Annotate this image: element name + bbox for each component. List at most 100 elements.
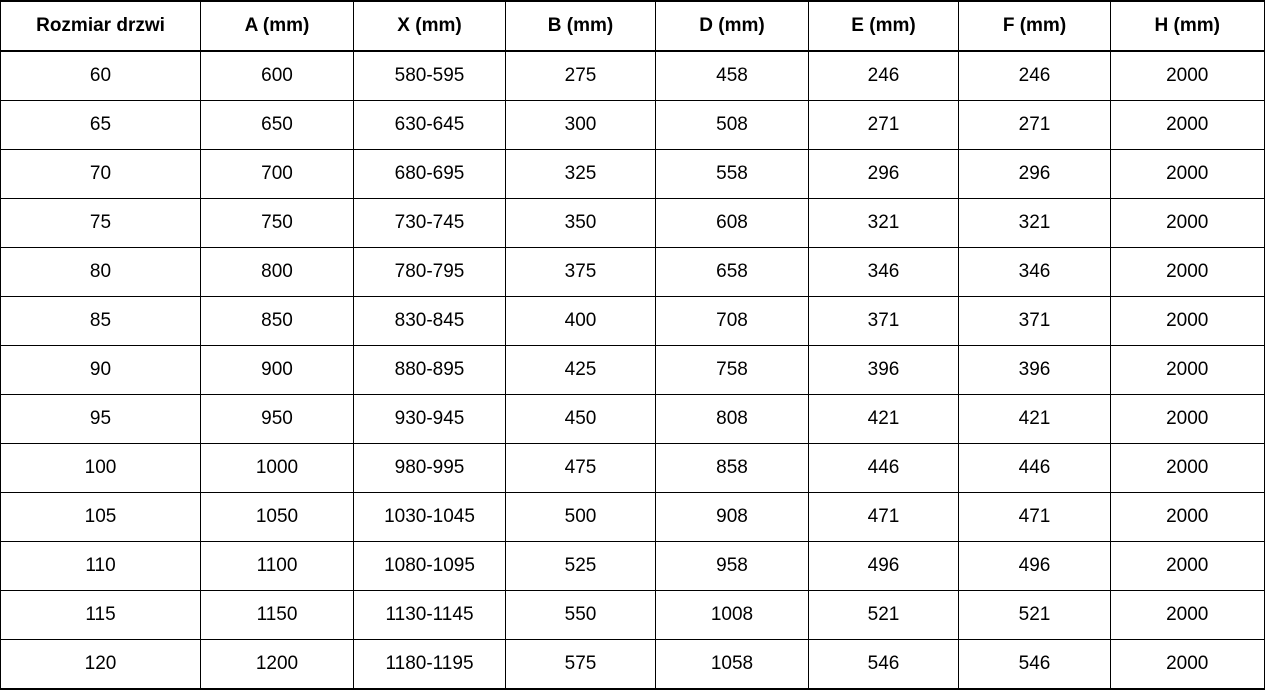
table-row: 100 1000 980-995 475 858 446 446 2000 (0, 443, 1265, 493)
cell-a: 800 (200, 247, 354, 297)
cell-b: 300 (505, 100, 656, 150)
cell-x: 680-695 (353, 149, 506, 199)
cell-b: 400 (505, 296, 656, 346)
cell-b: 350 (505, 198, 656, 248)
cell-rozmiar-drzwi: 70 (0, 149, 201, 199)
cell-x: 930-945 (353, 394, 506, 444)
cell-x: 1080-1095 (353, 541, 506, 591)
cell-h: 2000 (1110, 345, 1265, 395)
cell-e: 396 (808, 345, 959, 395)
cell-e: 296 (808, 149, 959, 199)
cell-d: 758 (655, 345, 809, 395)
cell-a: 900 (200, 345, 354, 395)
cell-b: 275 (505, 50, 656, 101)
cell-b: 550 (505, 590, 656, 640)
column-header-d: D (mm) (655, 0, 809, 52)
cell-rozmiar-drzwi: 95 (0, 394, 201, 444)
cell-f: 371 (958, 296, 1111, 346)
cell-f: 296 (958, 149, 1111, 199)
cell-h: 2000 (1110, 50, 1265, 101)
cell-e: 346 (808, 247, 959, 297)
cell-a: 1200 (200, 639, 354, 689)
cell-x: 730-745 (353, 198, 506, 248)
table-row: 70 700 680-695 325 558 296 296 2000 (0, 149, 1265, 199)
cell-f: 421 (958, 394, 1111, 444)
cell-e: 496 (808, 541, 959, 591)
cell-b: 425 (505, 345, 656, 395)
cell-b: 325 (505, 149, 656, 199)
cell-f: 446 (958, 443, 1111, 493)
cell-x: 630-645 (353, 100, 506, 150)
column-header-x: X (mm) (353, 0, 506, 52)
cell-x: 1030-1045 (353, 492, 506, 542)
cell-d: 558 (655, 149, 809, 199)
table-row: 110 1100 1080-1095 525 958 496 496 2000 (0, 541, 1265, 591)
cell-e: 471 (808, 492, 959, 542)
cell-e: 446 (808, 443, 959, 493)
cell-e: 421 (808, 394, 959, 444)
cell-h: 2000 (1110, 443, 1265, 493)
table-row: 85 850 830-845 400 708 371 371 2000 (0, 296, 1265, 346)
cell-rozmiar-drzwi: 110 (0, 541, 201, 591)
cell-h: 2000 (1110, 100, 1265, 150)
cell-x: 980-995 (353, 443, 506, 493)
table-header: Rozmiar drzwi A (mm) X (mm) B (mm) D (mm… (0, 0, 1265, 52)
cell-h: 2000 (1110, 149, 1265, 199)
cell-h: 2000 (1110, 394, 1265, 444)
cell-rozmiar-drzwi: 105 (0, 492, 201, 542)
cell-b: 575 (505, 639, 656, 689)
cell-b: 500 (505, 492, 656, 542)
table-row: 115 1150 1130-1145 550 1008 521 521 2000 (0, 590, 1265, 640)
cell-f: 271 (958, 100, 1111, 150)
cell-a: 1100 (200, 541, 354, 591)
cell-rozmiar-drzwi: 115 (0, 590, 201, 640)
cell-a: 650 (200, 100, 354, 150)
table-row: 60 600 580-595 275 458 246 246 2000 (0, 50, 1265, 101)
cell-h: 2000 (1110, 198, 1265, 248)
column-header-b: B (mm) (505, 0, 656, 52)
cell-e: 521 (808, 590, 959, 640)
cell-d: 1008 (655, 590, 809, 640)
table-row: 120 1200 1180-1195 575 1058 546 546 2000 (0, 639, 1265, 689)
table-row: 80 800 780-795 375 658 346 346 2000 (0, 247, 1265, 297)
cell-x: 780-795 (353, 247, 506, 297)
cell-rozmiar-drzwi: 75 (0, 198, 201, 248)
cell-a: 1150 (200, 590, 354, 640)
cell-d: 858 (655, 443, 809, 493)
cell-d: 1058 (655, 639, 809, 689)
cell-f: 496 (958, 541, 1111, 591)
cell-h: 2000 (1110, 247, 1265, 297)
cell-x: 580-595 (353, 50, 506, 101)
cell-e: 246 (808, 50, 959, 101)
cell-e: 321 (808, 198, 959, 248)
cell-d: 458 (655, 50, 809, 101)
cell-rozmiar-drzwi: 65 (0, 100, 201, 150)
table-row: 65 650 630-645 300 508 271 271 2000 (0, 100, 1265, 150)
cell-rozmiar-drzwi: 60 (0, 50, 201, 101)
column-header-rozmiar-drzwi: Rozmiar drzwi (0, 0, 201, 52)
cell-e: 371 (808, 296, 959, 346)
cell-rozmiar-drzwi: 120 (0, 639, 201, 689)
cell-a: 1000 (200, 443, 354, 493)
cell-d: 908 (655, 492, 809, 542)
cell-a: 700 (200, 149, 354, 199)
cell-b: 525 (505, 541, 656, 591)
column-header-e: E (mm) (808, 0, 959, 52)
table-body: 60 600 580-595 275 458 246 246 2000 65 6… (0, 50, 1265, 689)
cell-h: 2000 (1110, 296, 1265, 346)
cell-rozmiar-drzwi: 90 (0, 345, 201, 395)
column-header-f: F (mm) (958, 0, 1111, 52)
cell-x: 1180-1195 (353, 639, 506, 689)
cell-b: 375 (505, 247, 656, 297)
table-row: 75 750 730-745 350 608 321 321 2000 (0, 198, 1265, 248)
cell-b: 475 (505, 443, 656, 493)
cell-x: 880-895 (353, 345, 506, 395)
cell-rozmiar-drzwi: 85 (0, 296, 201, 346)
table-row: 95 950 930-945 450 808 421 421 2000 (0, 394, 1265, 444)
cell-rozmiar-drzwi: 100 (0, 443, 201, 493)
cell-d: 708 (655, 296, 809, 346)
column-header-h: H (mm) (1110, 0, 1265, 52)
cell-d: 658 (655, 247, 809, 297)
table-row: 105 1050 1030-1045 500 908 471 471 2000 (0, 492, 1265, 542)
